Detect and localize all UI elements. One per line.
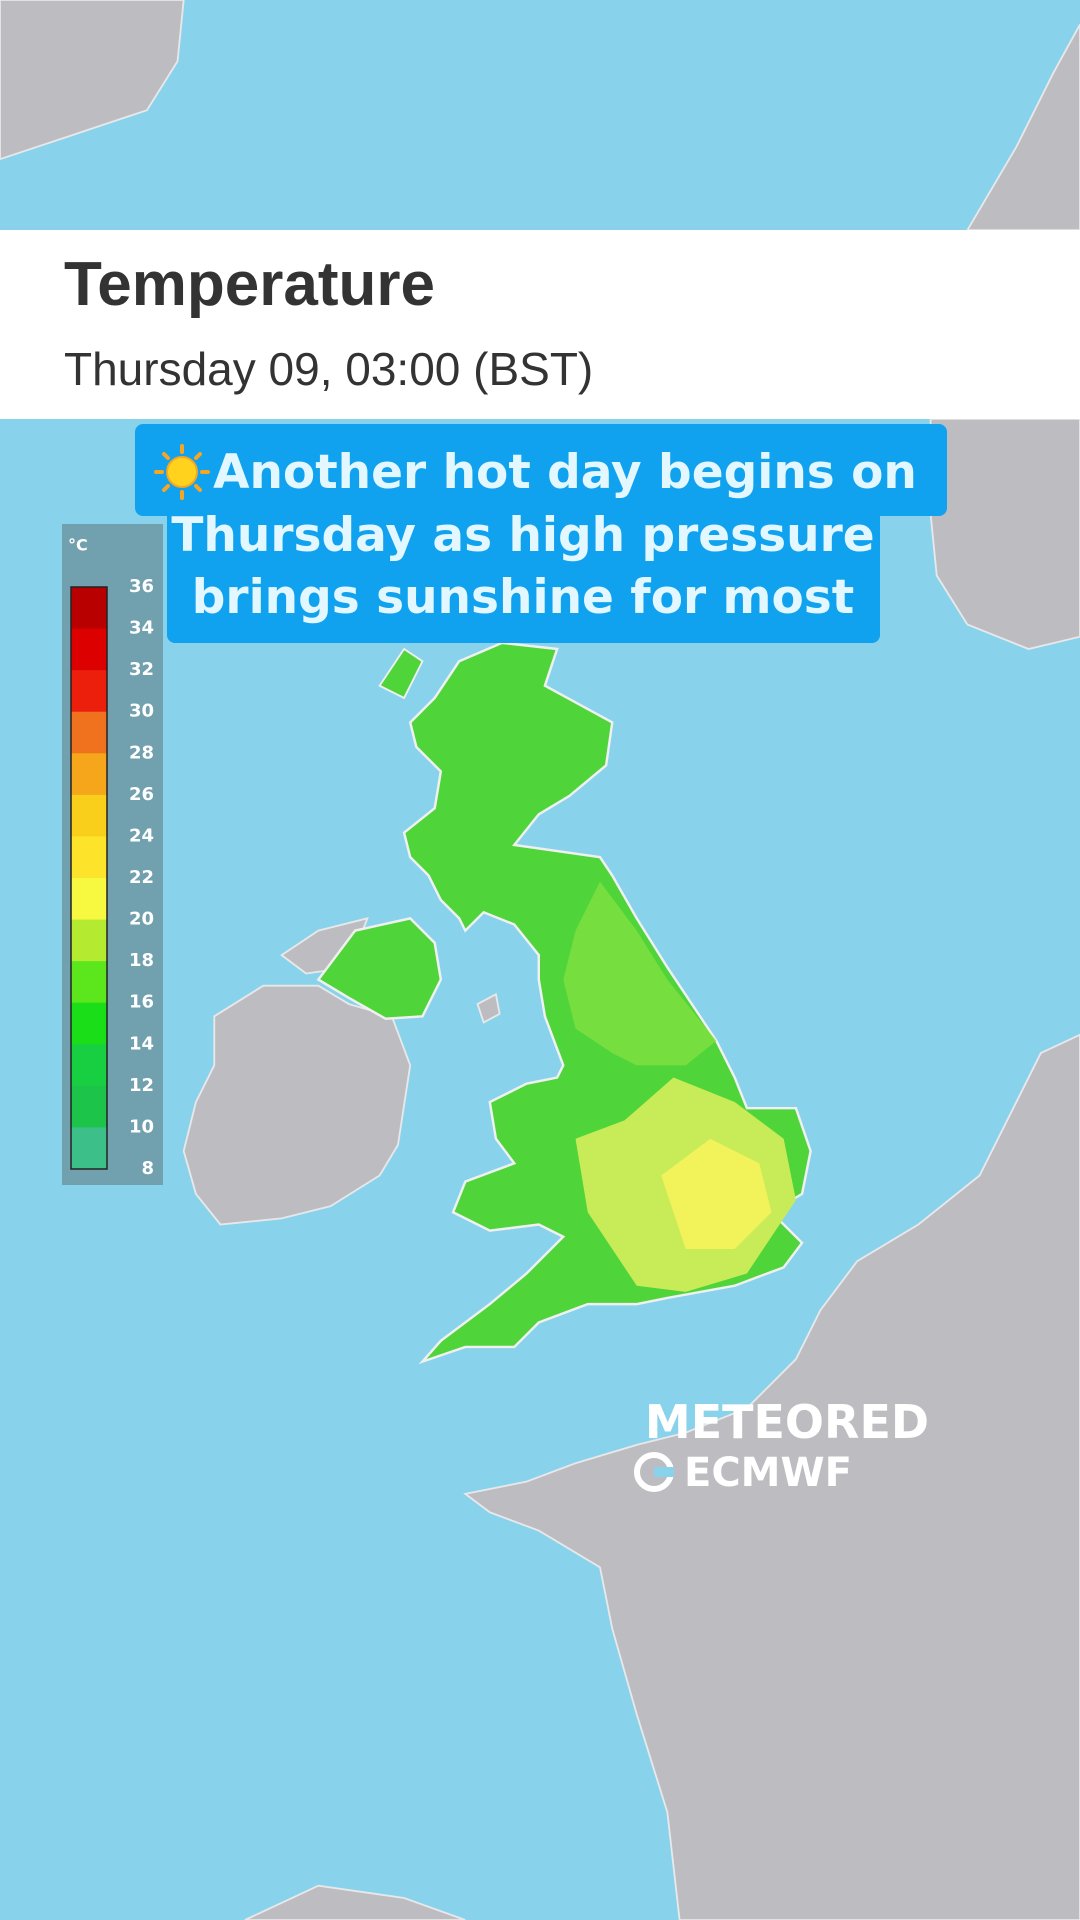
legend-label: 26: [129, 784, 154, 805]
land: [929, 417, 1080, 650]
source-logo: ECMWF: [684, 1450, 852, 1496]
legend-label: 18: [129, 950, 154, 971]
subtitle: Thursday 09, 03:00 (BST): [64, 343, 593, 395]
banner-box: [167, 505, 880, 643]
legend-swatch: [71, 878, 107, 921]
legend-swatch: [71, 1085, 107, 1128]
land: [965, 24, 1080, 232]
legend-swatch: [71, 1044, 107, 1087]
legend-swatch: [71, 628, 107, 671]
legend-label: 8: [141, 1158, 154, 1179]
land: [463, 1033, 1080, 1920]
banner-line: brings sunshine for most: [192, 570, 855, 625]
legend-label: 28: [129, 742, 154, 763]
land: [476, 992, 501, 1024]
land: [378, 647, 424, 700]
land: [0, 0, 185, 161]
source-icon: [634, 1452, 674, 1492]
legend-label: 16: [129, 992, 154, 1013]
legend-label: 30: [129, 701, 154, 722]
legend-swatch: [71, 919, 107, 962]
legend-label: 14: [129, 1033, 154, 1054]
legend-label: 32: [129, 659, 154, 680]
hot-zone: [661, 1138, 772, 1249]
sun-icon: [154, 444, 210, 500]
legend-swatch: [71, 753, 107, 796]
legend-swatch: [71, 670, 107, 713]
header: [0, 230, 1080, 419]
legend-bar-border: [70, 586, 108, 1170]
legend-label: 22: [129, 867, 154, 888]
ireland: [182, 984, 412, 1226]
legend-label: 12: [129, 1075, 154, 1096]
banner-box: [135, 424, 947, 516]
warm-zone: [563, 881, 717, 1066]
legend-label: 34: [129, 618, 154, 639]
legend-unit: °C: [68, 536, 88, 555]
northern-ireland: [316, 917, 443, 1021]
legend-swatch: [71, 587, 107, 630]
land: [244, 1884, 466, 1920]
legend-label: 10: [129, 1116, 154, 1137]
banner-line: Thursday as high pressure: [171, 508, 874, 563]
legend-label: 24: [129, 825, 154, 846]
legend-label: 36: [129, 576, 154, 597]
legend: 36 34 32 30 28 26 24 22 20 18 16 14 12 10 8: [70, 576, 154, 1179]
legend-swatch: [71, 836, 107, 879]
legend-swatch: [71, 961, 107, 1004]
legend-swatch: [71, 794, 107, 837]
legend-label: 20: [129, 909, 154, 930]
title: Temperature: [64, 250, 435, 319]
brand-logo: METEORED: [645, 1395, 929, 1449]
banner-line: Another hot day begins on: [213, 445, 917, 500]
legend-swatch: [71, 1002, 107, 1045]
legend-swatch: [71, 1127, 107, 1170]
legend-swatch: [71, 711, 107, 754]
